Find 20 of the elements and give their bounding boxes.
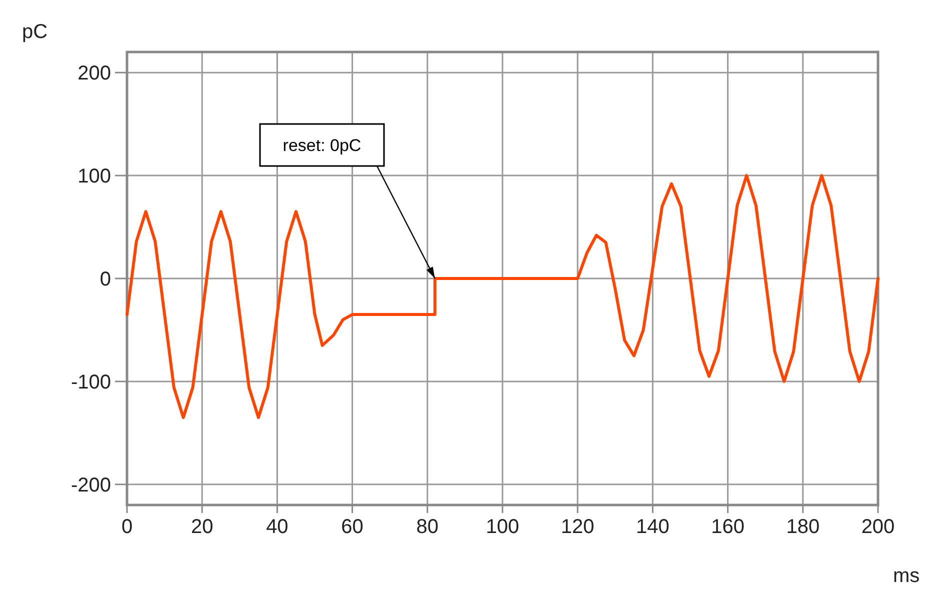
x-tick-label: 180: [786, 516, 820, 538]
line-series: [126, 174, 880, 419]
x-tick-label: 40: [266, 516, 288, 538]
x-tick-label: 120: [560, 516, 594, 538]
y-tick-label: 0: [100, 268, 111, 290]
annotation: reset: 0pC: [282, 136, 362, 155]
x-tick-label: 160: [711, 516, 744, 538]
x-tick-label: 100: [486, 516, 520, 538]
x-tick-label: 0: [121, 516, 133, 538]
x-tick-label: 60: [341, 516, 364, 538]
x-tick-label: 200: [861, 516, 895, 538]
x-tick-label: 20: [190, 516, 214, 538]
y-axis-title: pC: [22, 21, 48, 43]
y-tick-label: 100: [78, 166, 111, 188]
y-tick-label: 200: [78, 62, 111, 85]
y-tick-label: -200: [70, 474, 111, 496]
x-tick-label: 80: [416, 516, 439, 538]
x-axis-title: ms: [893, 565, 920, 587]
y-tick-label: -100: [70, 371, 111, 394]
x-tick-label: 140: [636, 516, 670, 538]
